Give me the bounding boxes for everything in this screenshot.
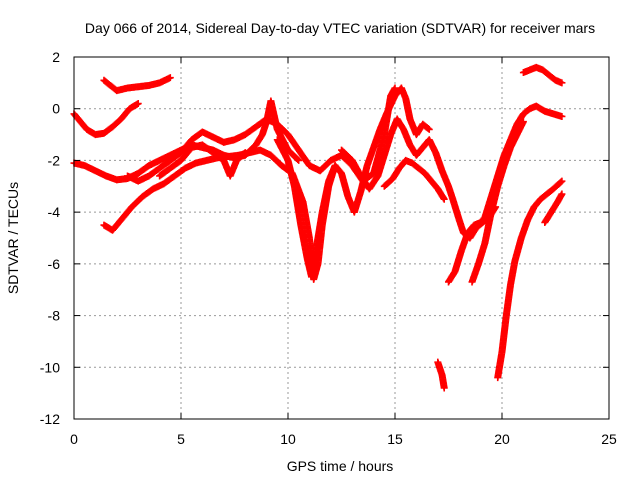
y-tick-label: -6 [48,256,61,272]
data-marker [240,150,248,158]
data-marker [425,125,433,133]
data-marker [519,118,527,126]
series-arc-14 [541,190,566,226]
x-tick-label: 10 [280,431,296,447]
series-arc-11 [468,118,527,286]
y-tick-label: -2 [48,152,61,168]
x-tick-label: 0 [70,431,78,447]
data-marker [557,178,565,186]
data-markers [70,63,566,392]
series-arc-13 [494,177,566,382]
data-marker [440,384,448,392]
data-marker [295,156,303,164]
data-marker [440,195,448,203]
x-tick-label: 25 [601,431,617,447]
plot-frame [73,56,610,420]
series-arc-12 [434,358,448,392]
y-tick-label: 2 [52,49,60,65]
y-tick-label: -4 [48,204,61,220]
series-arc-6 [156,141,249,180]
y-tick-label: -10 [40,359,60,375]
data-marker [241,149,249,157]
series-arc-7 [273,84,433,281]
x-tick-label: 5 [177,431,185,447]
series-arc-1 [100,74,174,95]
x-axis-label: GPS time / hours [287,458,394,474]
data-marker [424,125,432,133]
data-marker [558,112,566,120]
y-tick-label: 0 [52,101,60,117]
series-arc-9 [380,156,448,203]
data-marker [391,84,399,92]
data-marker [166,74,174,82]
data-marker [134,100,142,108]
y-tick-label: -8 [48,308,61,324]
series-arc-10 [445,102,566,286]
y-axis-label: SDTVAR / TECUs [5,182,21,294]
y-tick-label: -12 [40,411,60,427]
series-arc-15 [519,63,566,87]
x-tick-label: 20 [494,431,510,447]
chart-title: Day 066 of 2014, Sidereal Day-to-day VTE… [85,20,595,36]
grid-lines [74,57,609,419]
data-marker [558,177,566,185]
data-marker [558,190,566,198]
data-marker [294,155,302,163]
data-marker [558,79,566,87]
x-tick-label: 15 [387,431,403,447]
